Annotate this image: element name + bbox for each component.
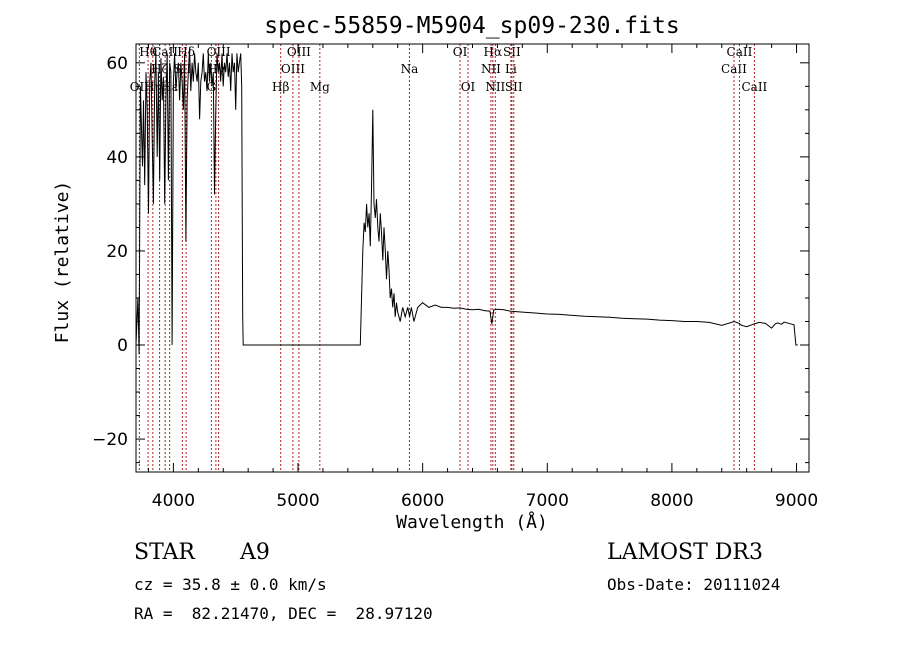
y-tick-label: 20 <box>106 242 128 262</box>
spectral-line-label: Hζ <box>151 62 168 76</box>
spectral-line-label: G <box>207 80 217 94</box>
x-tick-label: 8000 <box>650 491 693 511</box>
spectral-line-label: Mg <box>310 80 330 94</box>
spectral-line-label: OI <box>453 45 468 59</box>
survey-name: LAMOST DR3 <box>607 540 763 565</box>
x-axis-label: Wavelength (Å) <box>396 511 548 533</box>
spectral-line-label: SII <box>503 45 521 59</box>
spectral-line-label: NII <box>485 80 505 94</box>
y-tick-label: 0 <box>117 336 128 356</box>
axis-ticks: 4000 5000 6000 7000 8000 9000 −20 0 20 40 60 <box>92 44 818 511</box>
object-subclass: A9 <box>240 540 270 565</box>
spectral-line-label: SII <box>505 80 523 94</box>
redshift-velocity: cz = 35.8 ± 0.0 km/s <box>134 575 327 594</box>
coordinates: RA = 82.21470, DEC = 28.97120 <box>134 604 433 623</box>
x-tick-label: 5000 <box>276 491 319 511</box>
spectral-line-label: NII <box>481 62 501 76</box>
spectrum-series <box>135 48 798 355</box>
spectral-line-label: Hβ <box>272 80 289 94</box>
spectral-line-label: Hη <box>144 80 162 94</box>
spectral-line-label: OIII <box>281 62 305 76</box>
spectral-line-label: CaII <box>727 45 753 59</box>
plot-frame <box>135 43 810 473</box>
spectral-line-markers: OIIHθHηHζCaIIHεSIIHδGHγOIIIHβOIIIOIIIMgN… <box>130 44 768 472</box>
spectral-line-label: CaII <box>741 80 767 94</box>
x-tick-label: 9000 <box>775 491 818 511</box>
spectral-line-label: OIII <box>207 45 231 59</box>
spectral-line-label: CaII <box>152 45 178 59</box>
spectral-line-label: Hα <box>484 45 503 59</box>
spectral-line-label: OII <box>130 80 150 94</box>
spectrum-line <box>135 48 798 355</box>
spectral-line-label: OIII <box>287 45 311 59</box>
spectral-line-label: Hδ <box>177 45 195 59</box>
x-tick-label: 6000 <box>401 491 444 511</box>
object-class: STAR <box>134 540 195 565</box>
y-tick-label: 40 <box>106 148 128 168</box>
y-tick-label: −20 <box>92 430 128 450</box>
chart-title: spec-55859-M5904_sp09-230.fits <box>264 13 679 39</box>
spectral-line-label: CaII <box>721 62 747 76</box>
spectral-line-label: OI <box>461 80 476 94</box>
y-tick-label: 60 <box>106 54 128 74</box>
spectral-line-label: Na <box>401 62 419 76</box>
spectral-line-label: Li <box>505 62 517 76</box>
x-tick-label: 7000 <box>526 491 569 511</box>
observation-date: Obs-Date: 20111024 <box>607 575 781 594</box>
y-axis-label: Flux (relative) <box>52 181 73 344</box>
x-tick-label: 4000 <box>152 491 195 511</box>
